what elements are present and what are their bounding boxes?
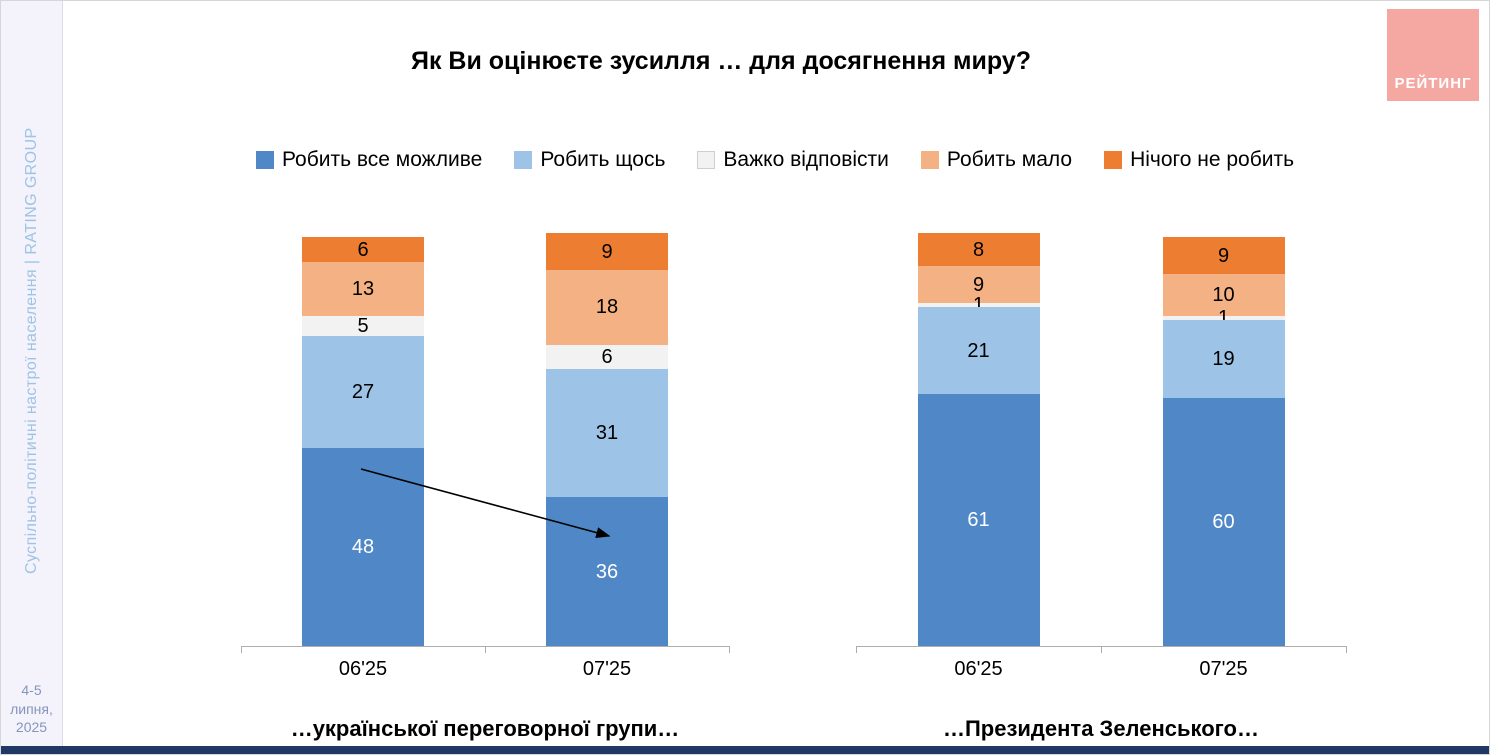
chart-group-title: …Президента Зеленського… bbox=[942, 716, 1259, 741]
bar-segment: 31 bbox=[546, 369, 668, 498]
bar-segment: 6 bbox=[302, 237, 424, 262]
legend-label: Нічого не робить bbox=[1130, 148, 1295, 171]
bar-segment: 13 bbox=[302, 261, 424, 316]
bottom-accent-bar bbox=[1, 746, 1489, 754]
legend-label: Робить мало bbox=[946, 148, 1073, 171]
axis-tick bbox=[241, 646, 242, 653]
bar-segment: 27 bbox=[302, 336, 424, 448]
bar-value-label: 36 bbox=[595, 560, 619, 583]
bar-segment: 21 bbox=[917, 307, 1040, 395]
bars-area-left: 48 27 5 13 6 36 31 6 18 9 bbox=[241, 226, 730, 653]
stacked-bar: 48 27 5 13 6 bbox=[302, 237, 424, 646]
axis-tick bbox=[1101, 646, 1102, 653]
bar-value-label: 9 bbox=[972, 273, 985, 296]
bar-segment: 36 bbox=[546, 497, 668, 646]
legend-label: Робить щось bbox=[540, 148, 666, 171]
category-label: 07'25 bbox=[582, 658, 632, 680]
bar-segment: 18 bbox=[546, 270, 668, 345]
bar-value-label: 18 bbox=[595, 296, 619, 319]
chart-title: Як Ви оцінюєте зусилля … для досягнення … bbox=[410, 47, 1032, 75]
rating-group-logo: РЕЙТИНГ bbox=[1387, 9, 1479, 101]
axis-tick bbox=[856, 646, 857, 653]
bar-segment: 5 bbox=[302, 314, 424, 337]
bar-segment: 9 bbox=[917, 266, 1040, 304]
category-labels-right: 06'25 07'25 bbox=[856, 658, 1346, 684]
chart-group-right: 61 21 1 9 8 60 19 1 10 9 06'25 07'25 …Президента З… bbox=[856, 226, 1347, 742]
legend-swatch bbox=[920, 151, 939, 169]
bar-segment: 61 bbox=[917, 394, 1040, 646]
legend-swatch bbox=[514, 151, 533, 169]
bar-value-label: 31 bbox=[595, 422, 619, 445]
bar-value-label: 5 bbox=[357, 314, 369, 337]
legend-swatch bbox=[255, 151, 274, 169]
bar-segment: 1 bbox=[917, 295, 1040, 315]
bar-segment: 6 bbox=[546, 344, 668, 370]
bar-value-label: 10 bbox=[1212, 283, 1235, 306]
legend-item: Робить мало bbox=[920, 148, 1073, 172]
bar-segment: 9 bbox=[546, 233, 668, 271]
sidebar: Суспільно-політичні настрої населення | … bbox=[1, 1, 63, 748]
bar-segment: 60 bbox=[1162, 398, 1285, 646]
category-label: 06'25 bbox=[338, 658, 388, 680]
legend-label: Робить все можливе bbox=[281, 148, 483, 171]
bar-value-label: 61 bbox=[967, 509, 990, 532]
stacked-bar: 61 21 1 9 8 bbox=[917, 233, 1040, 646]
logo-text: РЕЙТИНГ bbox=[1394, 75, 1472, 92]
category-labels-left: 06'25 07'25 bbox=[241, 658, 729, 684]
bar-value-label: 60 bbox=[1212, 511, 1235, 534]
legend-item: Важко відповісти bbox=[697, 148, 889, 172]
bar-value-label: 9 bbox=[601, 240, 613, 263]
bar-segment: 19 bbox=[1162, 319, 1285, 399]
bar-segment: 9 bbox=[1162, 237, 1285, 275]
legend-label: Важко відповісти bbox=[723, 148, 889, 171]
bar-value-label: 13 bbox=[351, 277, 375, 300]
stacked-bar: 60 19 1 10 9 bbox=[1162, 237, 1285, 646]
bar-value-label: 6 bbox=[601, 345, 613, 368]
bar-value-label: 9 bbox=[1217, 244, 1230, 267]
survey-date: 4-5 липня, 2025 bbox=[1, 681, 62, 736]
category-label: 07'25 bbox=[1199, 658, 1248, 680]
bar-segment: 10 bbox=[1162, 274, 1285, 316]
legend-item: Нічого не робить bbox=[1104, 148, 1294, 172]
bar-value-label: 8 bbox=[972, 238, 985, 261]
survey-date-line1: 4-5 липня, bbox=[10, 682, 53, 717]
legend-swatch bbox=[697, 151, 716, 169]
bar-value-label: 19 bbox=[1212, 347, 1235, 370]
legend-swatch bbox=[1104, 151, 1123, 169]
bars-area-right: 61 21 1 9 8 60 19 1 10 9 bbox=[856, 226, 1347, 653]
survey-date-line2: 2025 bbox=[15, 718, 48, 735]
legend-item: Робить все можливе bbox=[255, 148, 483, 172]
bar-segment: 8 bbox=[917, 233, 1040, 267]
bar-value-label: 1 bbox=[972, 294, 985, 317]
chart-group-title: …української переговорної групи… bbox=[290, 716, 680, 741]
bar-value-label: 27 bbox=[351, 381, 375, 404]
category-label: 06'25 bbox=[954, 658, 1003, 680]
legend-item: Робить щось bbox=[514, 148, 665, 172]
bar-value-label: 1 bbox=[1217, 306, 1230, 329]
chart-group-left: 48 27 5 13 6 36 31 6 18 9 06'25 07'25 …української… bbox=[241, 226, 730, 742]
axis-tick bbox=[729, 646, 730, 653]
bar-value-label: 6 bbox=[357, 238, 369, 261]
bar-segment: 48 bbox=[302, 447, 424, 646]
bar-value-label: 21 bbox=[967, 339, 990, 362]
legend: Робить все можливе Робить щось Важко відпо… bbox=[91, 148, 1459, 172]
sidebar-vertical-text: Суспільно-політичні настрої населення | … bbox=[22, 127, 40, 575]
stacked-bar: 36 31 6 18 9 bbox=[546, 233, 668, 646]
axis-tick bbox=[485, 646, 486, 653]
bar-segment: 1 bbox=[1162, 308, 1285, 328]
bar-value-label: 48 bbox=[351, 535, 375, 558]
axis-tick bbox=[1346, 646, 1347, 653]
